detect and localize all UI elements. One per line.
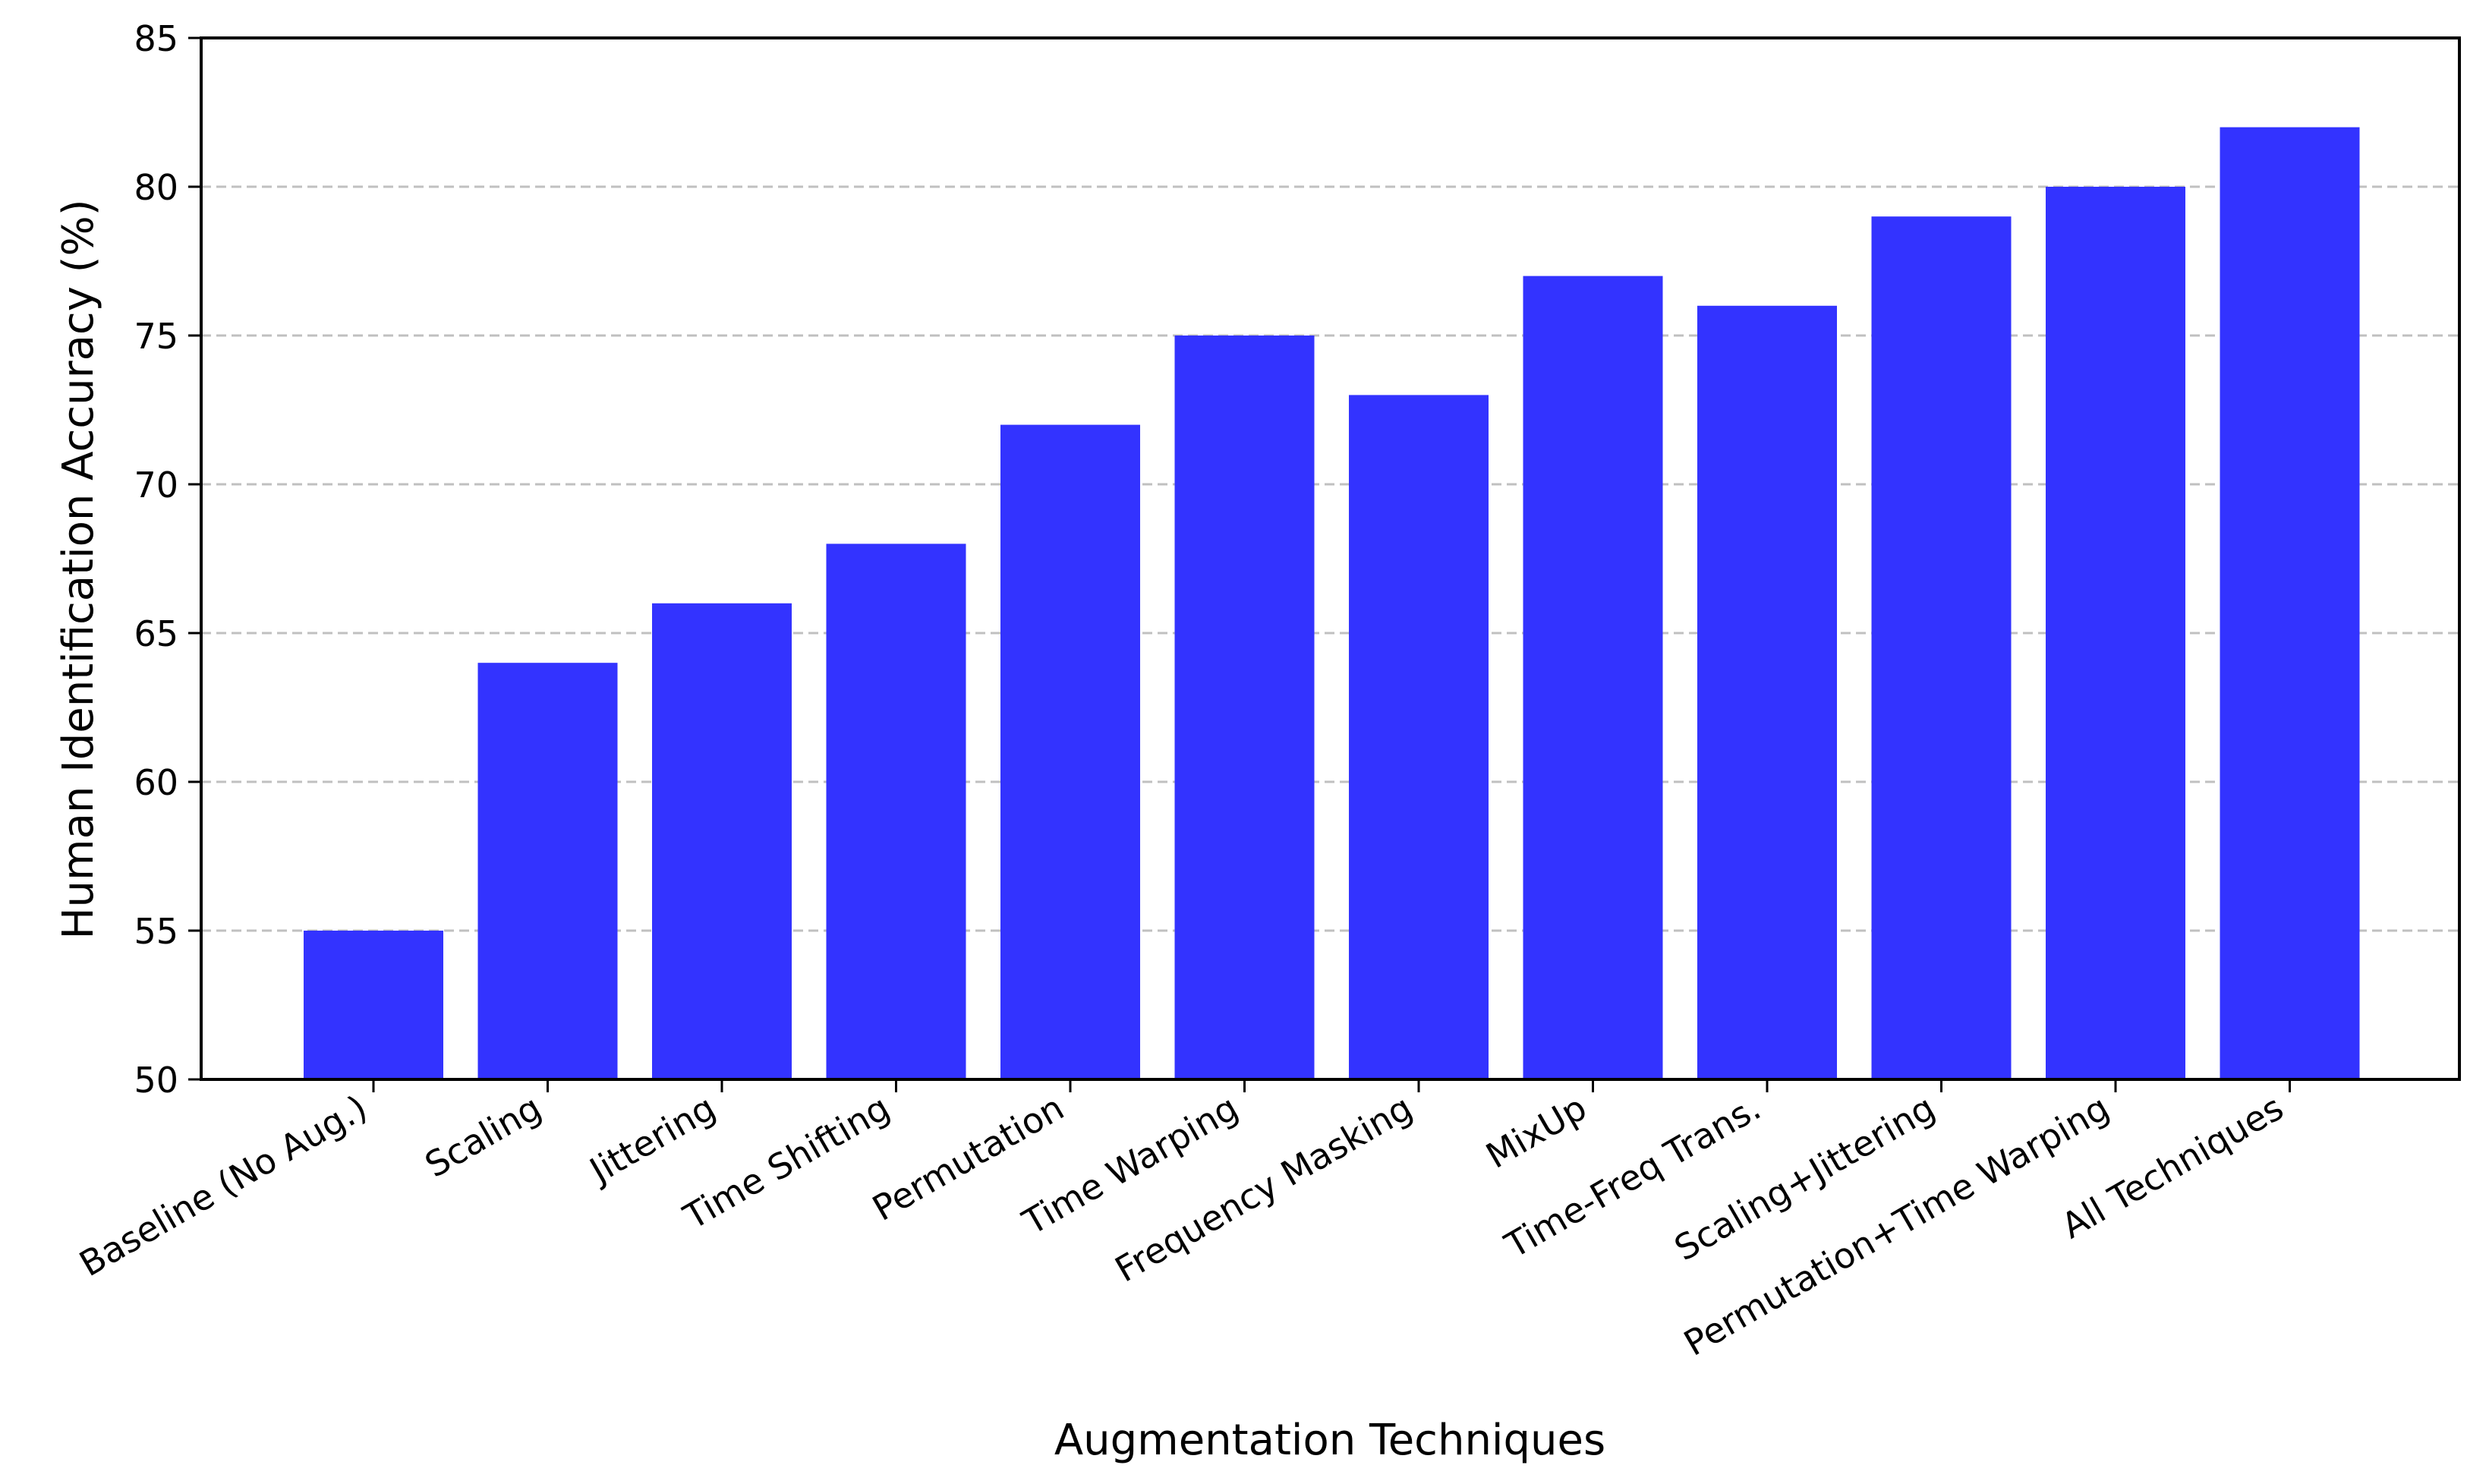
bar [826,544,966,1079]
bars [304,127,2360,1080]
y-tick-label: 85 [134,18,178,59]
y-tick-label: 65 [134,613,178,654]
bar [304,931,443,1079]
bar [1349,395,1489,1079]
axes [200,36,2461,1081]
x-axis-label: Augmentation Techniques [1054,1416,1605,1465]
y-axis-label: Human Identification Accuracy (%) [54,199,103,939]
y-tick-label: 80 [134,167,178,208]
bar [1174,336,1315,1079]
bar [477,663,618,1079]
x-tick-label: Baseline (No Aug.) [73,1087,374,1284]
y-tick-label: 55 [134,911,178,952]
x-tick-label: Scaling [418,1087,548,1186]
y-tick-label: 50 [134,1060,178,1101]
y-tick-label: 75 [134,316,178,357]
bar [652,603,792,1079]
y-tick-label: 60 [134,762,178,803]
x-tick-label: Jittering [581,1087,722,1193]
plot-frame [200,36,2461,1081]
y-ticks: 50 55 60 65 70 75 80 85 [134,18,201,1101]
bar [1000,424,1140,1079]
x-tick-label: MixUp [1479,1087,1593,1177]
bar [1523,276,1663,1080]
x-tick-label: Frequency Masking [1108,1087,1419,1290]
bar [2046,187,2185,1079]
grid-lines [201,185,2459,932]
bar [1697,305,1837,1079]
bar [1871,216,2012,1080]
bar [2220,127,2360,1080]
y-tick-label: 70 [134,465,178,506]
